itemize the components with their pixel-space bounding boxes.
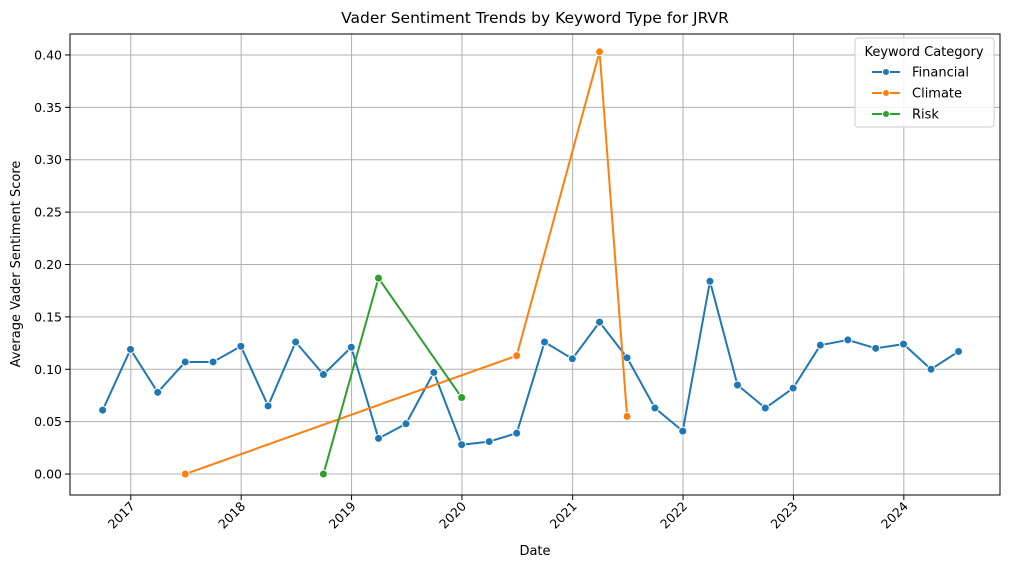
- climate-data-point: [595, 47, 605, 57]
- legend-risk-marker: [882, 110, 890, 118]
- legend-climate-label: Climate: [912, 87, 962, 102]
- financial-data-point: [871, 343, 881, 353]
- financial-data-point: [760, 403, 770, 413]
- financial-data-point: [540, 337, 550, 347]
- x-axis-ticks: 2017 2018 2019 2020 2021 2022 2023 2024: [105, 495, 911, 532]
- financial-data-point: [815, 340, 825, 350]
- financial-data-point: [125, 344, 135, 354]
- financial-data-point: [484, 437, 494, 447]
- x-tick-label: 2024: [878, 498, 911, 531]
- y-tick-label: 0.40: [34, 47, 62, 62]
- legend-title: Keyword Category: [864, 45, 983, 60]
- financial-data-point: [705, 276, 715, 286]
- y-tick-label: 0.00: [34, 467, 62, 482]
- climate-data-point: [622, 411, 632, 421]
- risk-series-line: [322, 277, 463, 475]
- grid-lines: [70, 34, 1000, 495]
- financial-data-point: [512, 428, 522, 438]
- x-axis-label: Date: [519, 544, 550, 559]
- risk-data-point: [373, 273, 383, 283]
- legend-item-climate: Climate: [872, 87, 962, 102]
- legend-items: Financial Climate Risk: [872, 66, 969, 123]
- x-tick-label: 2021: [547, 499, 580, 532]
- financial-data-point: [263, 401, 273, 411]
- legend-item-risk: Risk: [872, 108, 939, 123]
- series-layer: [98, 47, 964, 479]
- legend-climate-marker: [882, 89, 890, 97]
- financial-data-point: [346, 342, 356, 352]
- y-tick-label: 0.05: [34, 414, 62, 429]
- y-tick-label: 0.35: [34, 100, 62, 115]
- financial-data-point: [208, 357, 218, 367]
- y-tick-label: 0.25: [34, 205, 62, 220]
- financial-data-point: [401, 419, 411, 429]
- legend-risk-label: Risk: [912, 108, 939, 123]
- financial-data-point: [153, 387, 163, 397]
- financial-data-point: [899, 339, 909, 349]
- financial-data-point: [291, 337, 301, 347]
- risk-data-point: [457, 393, 467, 403]
- risk-data-point: [318, 469, 328, 479]
- financial-data-point: [429, 367, 439, 377]
- y-axis-ticks: 0.00 0.05 0.10 0.15 0.20 0.25 0.30 0.35 0.40: [34, 47, 70, 482]
- legend: Keyword Category Financial Climate Risk: [854, 37, 995, 128]
- legend-box: [854, 37, 995, 128]
- financial-data-point: [788, 383, 798, 393]
- series-financial: [98, 276, 964, 450]
- financial-data-point: [457, 440, 467, 450]
- financial-data-point: [180, 357, 190, 367]
- x-tick-label: 2019: [326, 498, 359, 531]
- climate-data-point: [180, 469, 190, 479]
- financial-data-point: [678, 426, 688, 436]
- climate-data-point: [512, 351, 522, 361]
- y-tick-label: 0.15: [34, 309, 62, 324]
- legend-item-financial: Financial: [872, 66, 969, 81]
- financial-data-point: [236, 341, 246, 351]
- financial-data-point: [318, 370, 328, 380]
- y-tick-label: 0.10: [34, 362, 62, 377]
- legend-financial-label: Financial: [912, 66, 969, 81]
- financial-data-point: [567, 354, 577, 364]
- y-tick-label: 0.30: [34, 152, 62, 167]
- y-axis-label: Average Vader Sentiment Score: [9, 161, 24, 368]
- y-tick-label: 0.20: [34, 257, 62, 272]
- legend-financial-marker: [882, 68, 890, 76]
- financial-data-point: [926, 364, 936, 374]
- financial-data-point: [373, 433, 383, 443]
- series-risk: [318, 273, 467, 479]
- financial-data-point: [595, 317, 605, 327]
- x-tick-label: 2018: [215, 498, 248, 531]
- financial-data-point: [622, 353, 632, 363]
- x-tick-label: 2017: [105, 499, 138, 532]
- x-tick-label: 2022: [657, 499, 690, 532]
- series-climate: [180, 47, 632, 479]
- financial-data-point: [650, 403, 660, 413]
- x-tick-label: 2020: [436, 498, 469, 531]
- climate-series-line: [184, 50, 629, 475]
- financial-data-point: [954, 346, 964, 356]
- chart-title: Vader Sentiment Trends by Keyword Type f…: [341, 9, 729, 27]
- financial-data-point: [732, 380, 742, 390]
- x-tick-label: 2023: [767, 499, 800, 532]
- financial-series-line: [101, 280, 960, 446]
- financial-data-point: [98, 405, 108, 415]
- financial-data-point: [843, 335, 853, 345]
